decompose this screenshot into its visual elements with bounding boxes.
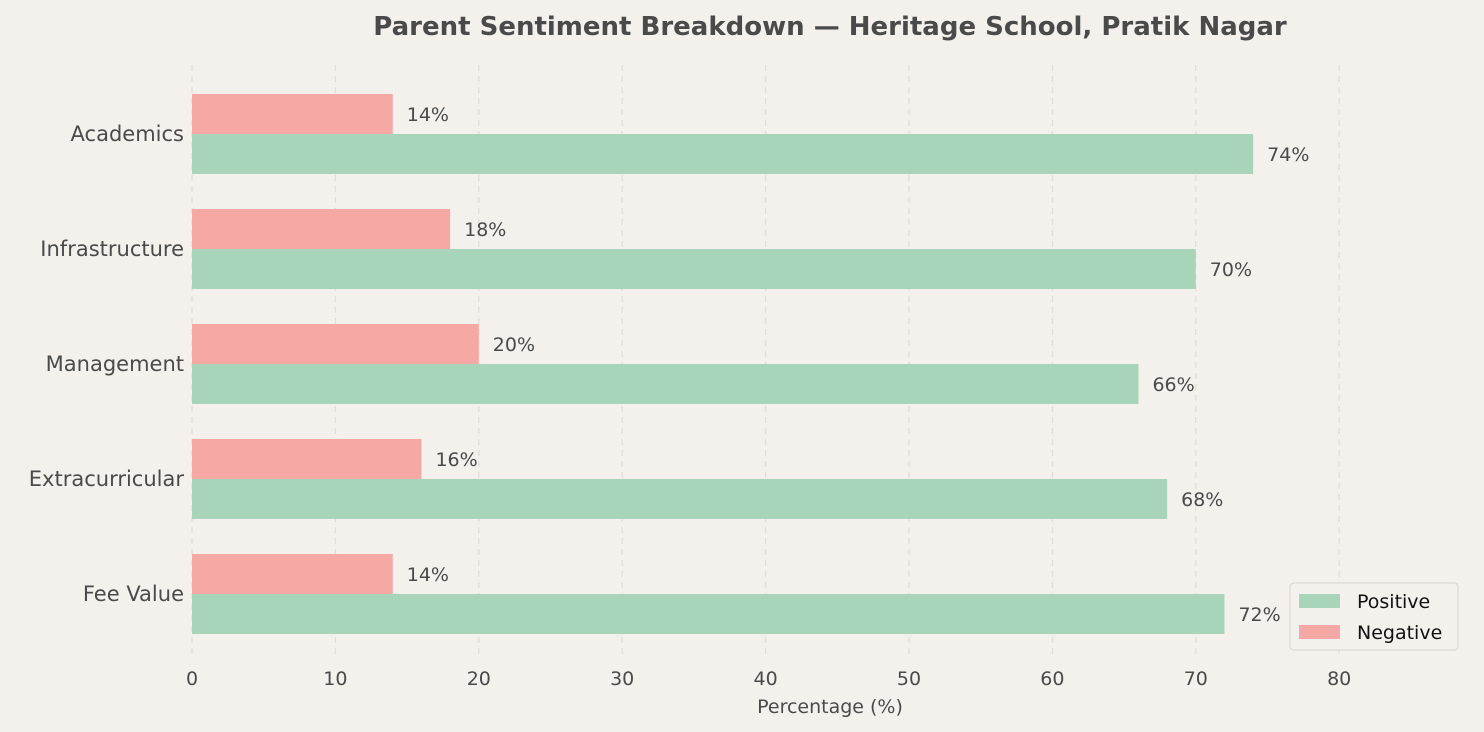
- x-tick-label: 0: [186, 668, 198, 690]
- x-tick-label: 30: [610, 668, 634, 690]
- bars: [192, 94, 1254, 634]
- data-label-positive: 74%: [1267, 144, 1309, 166]
- legend-swatch-positive: [1299, 594, 1340, 608]
- x-tick-label: 70: [1184, 668, 1208, 690]
- bar-positive: [192, 594, 1225, 634]
- bar-positive: [192, 479, 1168, 519]
- data-label-positive: 72%: [1238, 604, 1280, 626]
- data-label-negative: 20%: [493, 334, 535, 356]
- data-label-negative: 14%: [407, 564, 449, 586]
- data-label-positive: 66%: [1152, 374, 1194, 396]
- legend: Positive Negative: [1289, 582, 1459, 651]
- category-label: Fee Value: [83, 582, 184, 606]
- bar-negative: [192, 209, 451, 249]
- x-tick-label: 50: [897, 668, 921, 690]
- bar-negative: [192, 439, 422, 479]
- x-tick-label: 60: [1040, 668, 1064, 690]
- category-labels: Academics Infrastructure Management Extracu…: [29, 122, 185, 606]
- x-tick-label: 10: [323, 668, 347, 690]
- legend-label-negative: Negative: [1357, 622, 1442, 644]
- data-label-positive: 68%: [1181, 489, 1223, 511]
- bar-negative: [192, 324, 479, 364]
- x-axis-label: Percentage (%): [757, 696, 903, 718]
- x-tick-label: 20: [467, 668, 491, 690]
- category-label: Infrastructure: [40, 237, 184, 261]
- data-labels: 14% 74% 18% 70% 20% 66% 16% 68% 14% 72%: [407, 104, 1310, 626]
- data-label-negative: 18%: [464, 219, 506, 241]
- data-label-positive: 70%: [1210, 259, 1252, 281]
- legend-label-positive: Positive: [1357, 591, 1430, 613]
- category-label: Management: [46, 352, 184, 376]
- x-tick-label: 40: [754, 668, 778, 690]
- category-label: Extracurricular: [29, 467, 185, 491]
- data-label-negative: 16%: [435, 449, 477, 471]
- bar-positive: [192, 364, 1139, 404]
- category-label: Academics: [71, 122, 184, 146]
- bar-negative: [192, 554, 393, 594]
- legend-swatch-negative: [1299, 625, 1340, 639]
- x-tick-labels: 0 10 20 30 40 50 60 70 80: [186, 668, 1351, 690]
- x-tick-label: 80: [1327, 668, 1351, 690]
- bar-positive: [192, 249, 1196, 289]
- chart-title: Parent Sentiment Breakdown — Heritage Sc…: [373, 12, 1287, 42]
- bar-positive: [192, 134, 1254, 174]
- data-label-negative: 14%: [407, 104, 449, 126]
- bar-negative: [192, 94, 393, 134]
